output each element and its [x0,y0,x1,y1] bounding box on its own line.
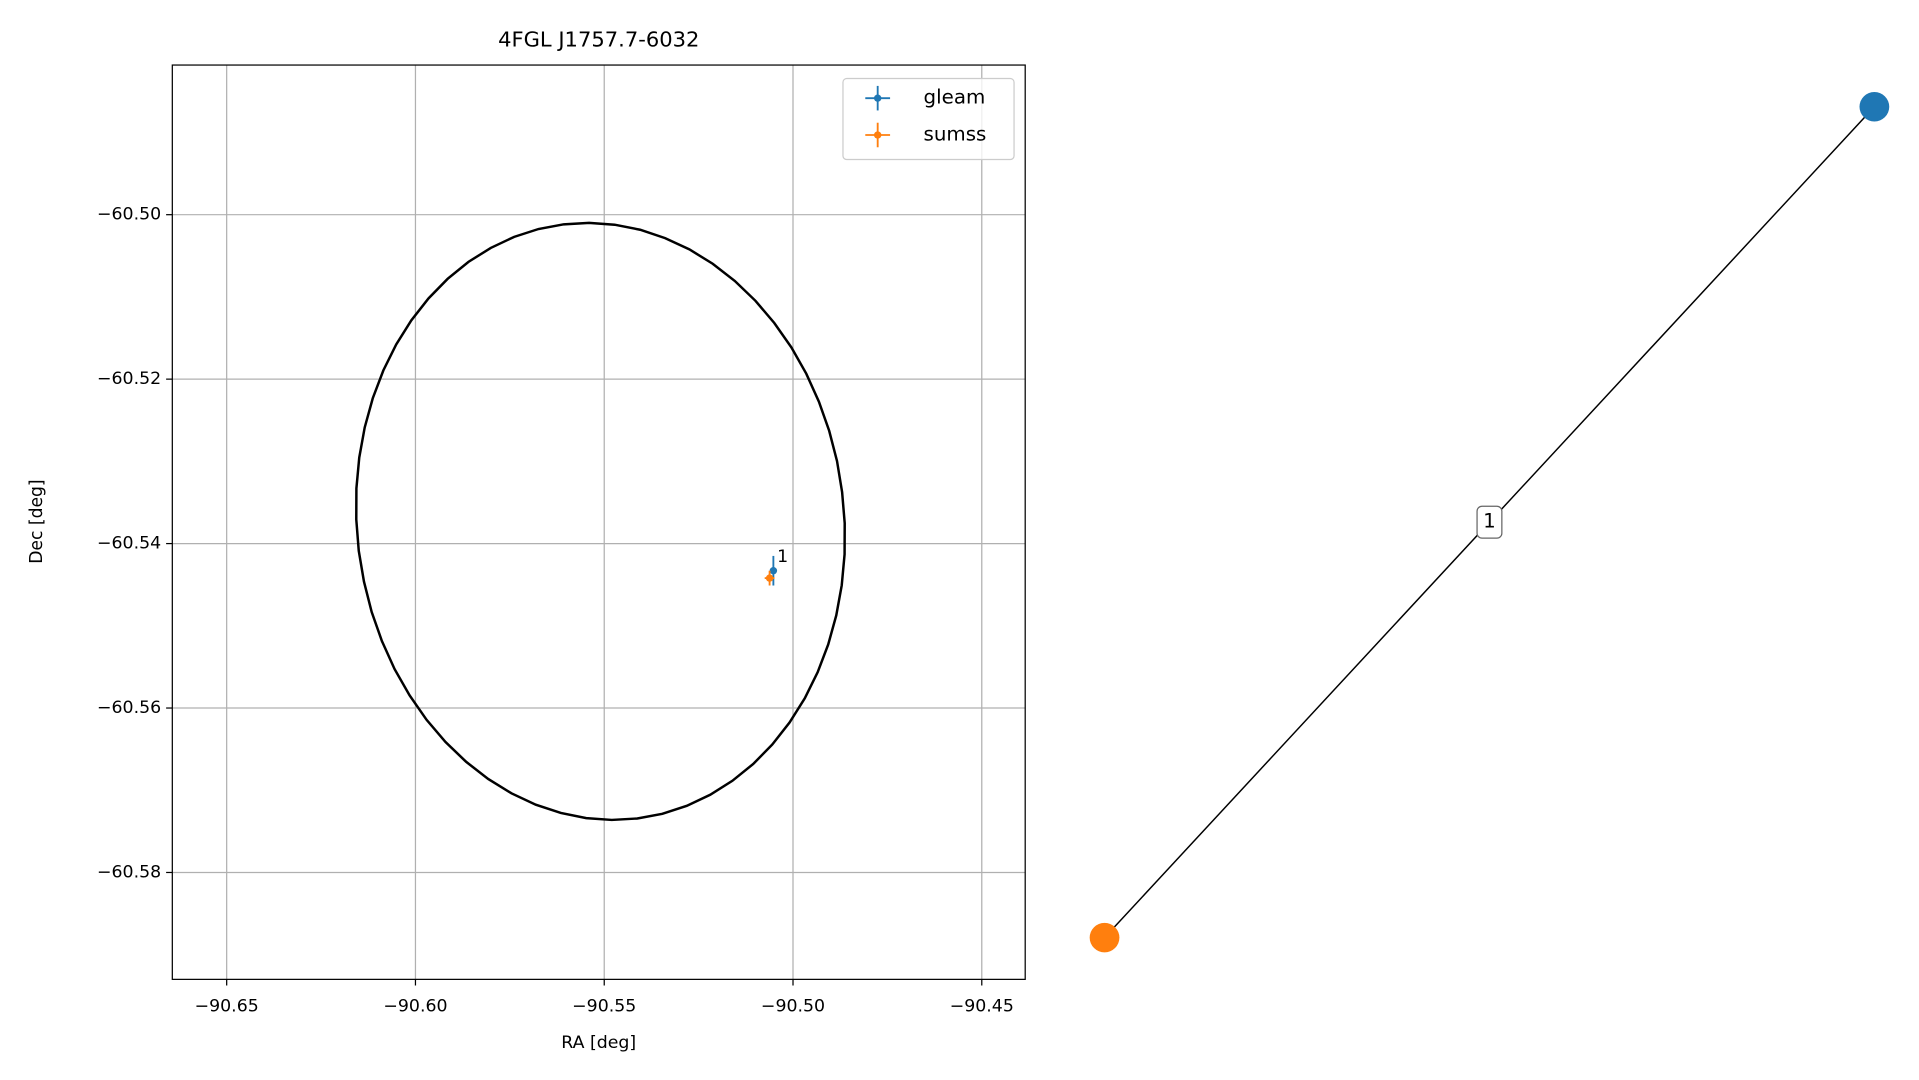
edge-label-box [1476,505,1503,539]
x-tick-label: −90.50 [761,996,825,1016]
node [1859,92,1890,122]
legend-swatch [873,131,882,139]
y-axis-label: Dec [deg] [27,479,47,563]
error-ellipse [355,221,846,822]
chart-title: 4FGL J1757.7-6032 [498,28,699,52]
edge-label: 1 [1483,510,1496,533]
x-tick-label: −90.65 [195,996,259,1016]
x-axis-label: RA [deg] [561,1033,636,1053]
node [1089,922,1120,953]
legend-label: gleam [924,86,986,109]
x-tick-label: −90.60 [383,996,447,1016]
y-tick-label: −60.56 [97,698,161,718]
point [769,567,778,575]
y-tick-label: −60.52 [97,369,161,389]
point [765,574,774,582]
annotation: 1 [777,547,788,567]
y-tick-label: −60.58 [97,863,161,883]
y-tick-label: −60.54 [97,534,161,554]
legend-label: sumss [924,123,987,146]
plot-frame [171,64,1026,980]
x-tick-label: −90.55 [572,996,636,1016]
legend-swatch [873,94,882,102]
y-tick-label: −60.50 [97,205,161,225]
x-tick-label: −90.45 [950,996,1014,1016]
